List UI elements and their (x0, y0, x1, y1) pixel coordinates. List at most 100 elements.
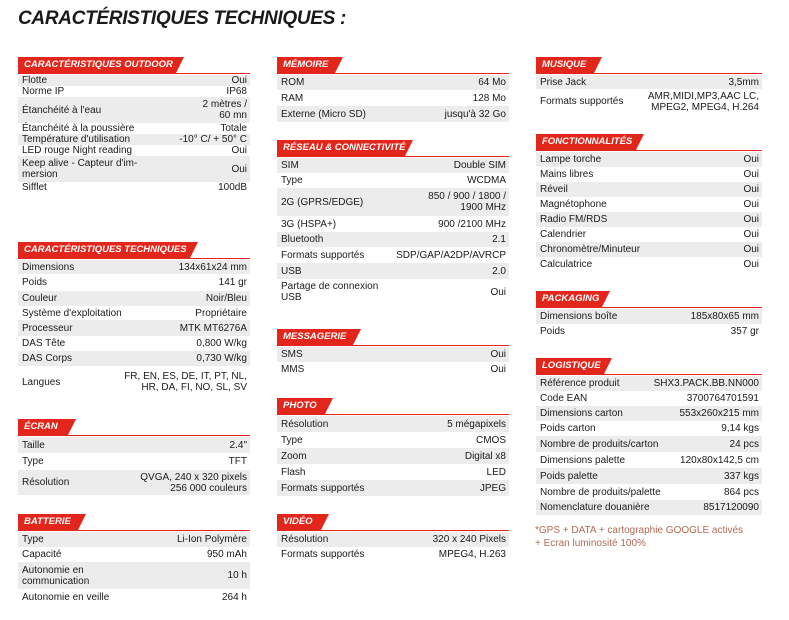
spec-value: TFT (228, 456, 247, 467)
spec-label: DAS Tête (22, 338, 66, 349)
spec-label: Taille (22, 439, 45, 451)
spec-value: 553x260x215 mm (679, 408, 760, 419)
section-caracteristiques-techniques: CARACTÉRISTIQUES TECHNIQUES Dimensions 134… (18, 242, 250, 398)
spec-label: Étanchéité à la poussière (22, 123, 135, 134)
spec-value: Totale (220, 123, 247, 134)
spec-value: 0,800 W/kg (196, 338, 247, 349)
spec-value: SDP/GAP/A2DP/AVRCP (396, 249, 506, 261)
spec-value: CMOS (476, 434, 506, 446)
spec-row: Dimensions boîte 185x80x65 mm (536, 309, 762, 324)
spec-row: SIM Double SIM (277, 158, 509, 173)
spec-value: AMR,MIDI,MP3,AAC LC, MPEG2, MPEG4, H.264 (647, 90, 759, 113)
spec-row: Étanchéité à la poussière Totale (18, 123, 250, 134)
spec-value: 2 mètres / 60 mn (202, 99, 247, 121)
section-header: CARACTÉRISTIQUES OUTDOOR (18, 57, 250, 74)
spec-value: WCDMA (467, 175, 506, 186)
spec-row: Résolution QVGA, 240 x 320 pixels 256 000… (18, 470, 250, 495)
spec-label: Bluetooth (281, 234, 324, 245)
spec-label: Langues (22, 376, 61, 388)
spec-value: Oui (231, 145, 247, 156)
spec-value: 2.1 (492, 234, 506, 245)
spec-value: 8517120090 (703, 502, 759, 513)
spec-label: Couleur (22, 293, 58, 304)
section-header: LOGISTIQUE (536, 358, 762, 375)
spec-row: Poids palette 337 kgs (536, 468, 762, 484)
section-title: MESSAGERIE (277, 329, 361, 345)
spec-table: Résolution 320 x 240 Pixels Formats suppor… (277, 532, 509, 562)
section-memoire: MÉMOIRE ROM 64 Mo RAM 128 Mo Externe (Micro S… (277, 57, 509, 122)
spec-label: Résolution (281, 534, 329, 545)
footnote: *GPS + DATA + cartographie GOOGLE activé… (535, 525, 744, 549)
spec-value: Digital x8 (464, 450, 506, 462)
spec-row: Type TFT (18, 453, 250, 470)
spec-row: Magnétophone Oui (536, 197, 762, 212)
spec-row: Sifflet 100dB (18, 182, 250, 193)
spec-value: Oui (743, 214, 759, 225)
spec-value: 9,14 kgs (721, 423, 759, 434)
spec-row: Formats supportés JPEG (277, 480, 509, 496)
section-header: RÉSEAU & CONNECTIVITÉ (277, 140, 509, 157)
spec-row: Type WCDMA (277, 173, 509, 188)
spec-label: Norme IP (22, 86, 65, 97)
spec-row: Calendrier Oui (536, 227, 762, 242)
section-header: PACKAGING (536, 291, 762, 308)
spec-label: 3G (HSPA+) (281, 218, 337, 230)
spec-row: RAM 128 Mo (277, 90, 509, 106)
spec-value: 134x61x24 mm (178, 261, 247, 273)
spec-row: LED rouge Night reading Oui (18, 145, 250, 156)
section-header: MESSAGERIE (277, 329, 509, 346)
spec-label: Autonomie en veille (22, 591, 110, 603)
spec-row: Keep alive - Capteur d'im- mersion Oui (18, 156, 250, 182)
spec-row: Couleur Noir/Bleu (18, 291, 250, 306)
section-title: ÉCRAN (18, 419, 76, 435)
spec-value: IP68 (226, 86, 247, 97)
spec-row: Norme IP IP68 (18, 86, 250, 97)
spec-label: Type (22, 534, 44, 545)
section-packaging: PACKAGING Dimensions boîte 185x80x65 mm Poi… (536, 291, 762, 339)
spec-value: FR, EN, ES, DE, IT, PT, NL, HR, DA, FI, … (124, 371, 247, 393)
spec-label: Chronomètre/Minuteur (540, 244, 641, 255)
spec-value: Oui (743, 154, 759, 165)
section-header: MUSIQUE (536, 57, 762, 74)
spec-row: Poids 141 gr (18, 274, 250, 291)
section-batterie: BATTERIE Type Li-Ion Polymère Capacité 950 m… (18, 514, 250, 605)
spec-row: Formats supportés AMR,MIDI,MP3,AAC LC, MP… (536, 89, 762, 114)
spec-value: jusqu'à 32 Go (444, 108, 506, 120)
section-title: RÉSEAU & CONNECTIVITÉ (277, 140, 413, 156)
spec-row: Processeur MTK MT6276A (18, 320, 250, 336)
spec-table: SIM Double SIM Type WCDMA 2G (GPRS/EDGE) 850 … (277, 158, 509, 305)
spec-row: Résolution 5 mégapixels (277, 416, 509, 432)
spec-label: Processeur (22, 322, 73, 334)
section-title: PACKAGING (536, 291, 610, 307)
spec-value: 141 gr (218, 277, 247, 288)
spec-row: Dimensions carton 553x260x215 mm (536, 406, 762, 421)
spec-row: Réveil Oui (536, 182, 762, 197)
spec-label: USB (281, 265, 302, 277)
spec-label: ROM (281, 77, 305, 88)
spec-value: 357 gr (730, 326, 759, 337)
spec-value: 2.0 (492, 265, 506, 277)
spec-label: Type (22, 456, 44, 467)
spec-label: Dimensions boîte (540, 311, 618, 322)
spec-label: Formats supportés (281, 482, 365, 494)
spec-label: Code EAN (540, 393, 588, 404)
spec-value: 10 h (227, 570, 247, 581)
spec-row: Autonomie en veille 264 h (18, 589, 250, 605)
spec-value: 2.4" (229, 439, 247, 451)
spec-value: 900 /2100 MHz (438, 218, 506, 230)
spec-value: Li-Ion Polymère (176, 534, 247, 545)
spec-row: Externe (Micro SD) jusqu'à 32 Go (277, 106, 509, 122)
spec-label: Prise Jack (540, 76, 587, 88)
spec-label: MMS (281, 364, 305, 375)
spec-row: Nombre de produits/carton 24 pcs (536, 436, 762, 452)
section-musique: MUSIQUE Prise Jack 3,5mm Formats supportés A… (536, 57, 762, 114)
spec-label: RAM (281, 92, 304, 104)
page-title: CARACTÉRISTIQUES TECHNIQUES : (18, 8, 347, 29)
spec-value: Oui (231, 75, 247, 86)
spec-value: SHX3.PACK.BB.NN000 (653, 378, 759, 389)
spec-label: Dimensions (22, 261, 75, 273)
spec-label: Keep alive - Capteur d'im- mersion (22, 158, 138, 180)
spec-row: 2G (GPRS/EDGE) 850 / 900 / 1800 / 1900 MH… (277, 188, 509, 216)
section-header: MÉMOIRE (277, 57, 509, 74)
spec-label: Sifflet (22, 182, 47, 193)
